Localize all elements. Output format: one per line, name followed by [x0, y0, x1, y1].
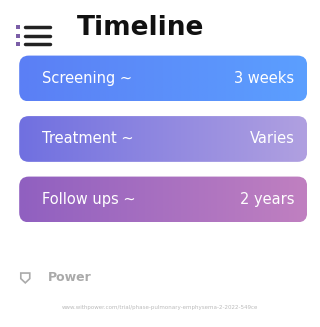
Text: Power: Power [48, 271, 92, 284]
Text: 3 weeks: 3 weeks [234, 71, 294, 86]
Text: www.withpower.com/trial/phase-pulmonary-emphysema-2-2022-549ce: www.withpower.com/trial/phase-pulmonary-… [62, 305, 258, 310]
Text: Treatment ~: Treatment ~ [42, 131, 133, 146]
Text: 2 years: 2 years [240, 192, 294, 207]
Text: Follow ups ~: Follow ups ~ [42, 192, 135, 207]
Text: Varies: Varies [250, 131, 294, 146]
Text: Screening ~: Screening ~ [42, 71, 132, 86]
Text: Timeline: Timeline [77, 15, 204, 41]
